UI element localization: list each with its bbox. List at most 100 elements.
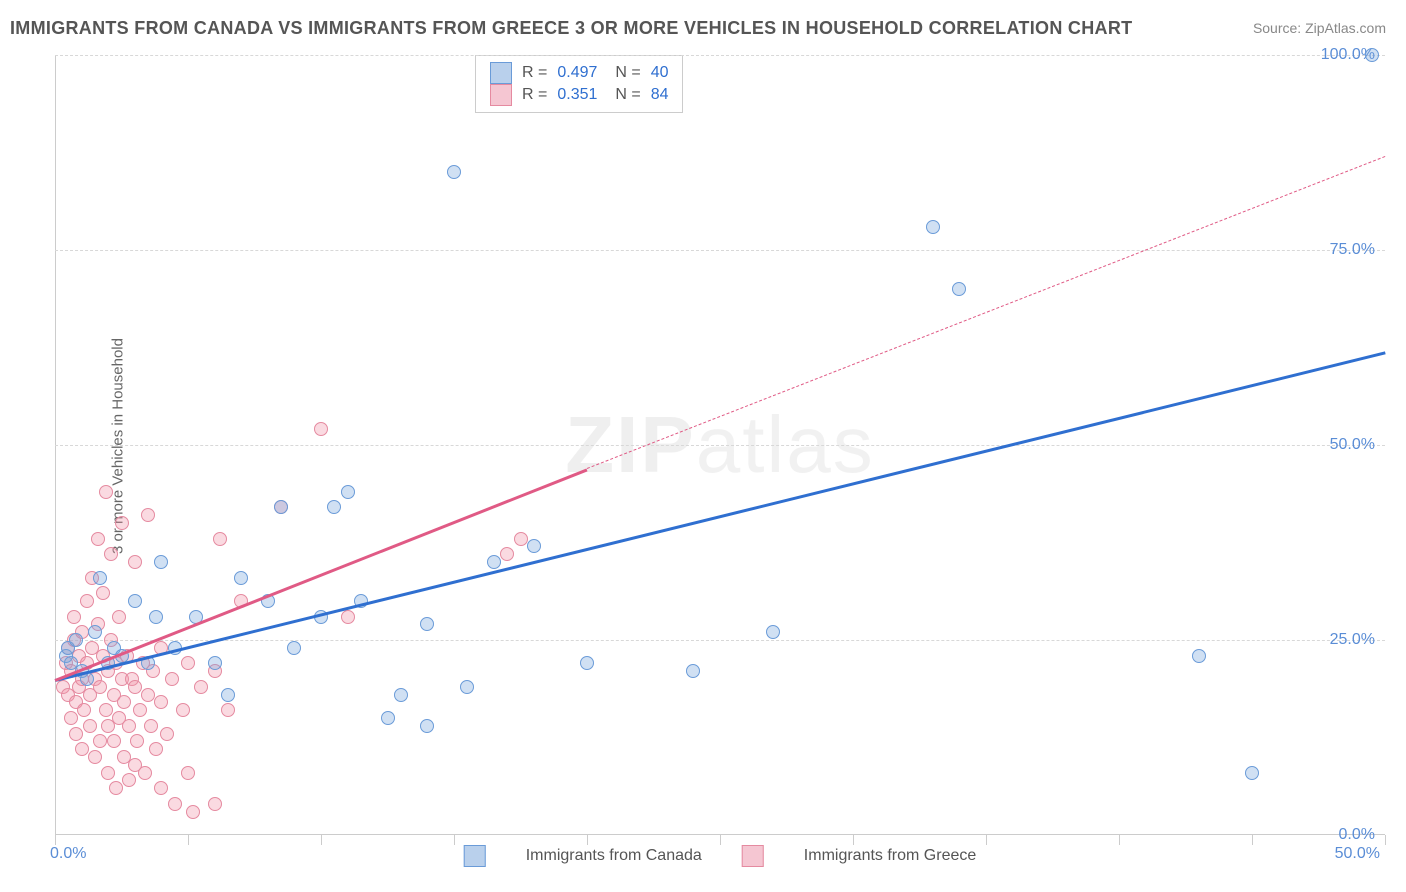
y-tick-label: 25.0% xyxy=(1330,631,1375,649)
x-tick-label: 50.0% xyxy=(1335,845,1380,863)
y-tick-label: 50.0% xyxy=(1330,436,1375,454)
data-point xyxy=(165,672,179,686)
data-point xyxy=(96,586,110,600)
plot-area: ZIPatlas R = 0.497 N = 40 R = 0.351 N = … xyxy=(55,55,1385,835)
x-tick xyxy=(188,835,189,845)
data-point xyxy=(101,766,115,780)
data-point xyxy=(69,633,83,647)
data-point xyxy=(287,641,301,655)
r-label: R = xyxy=(522,84,547,106)
data-point xyxy=(99,703,113,717)
gridline xyxy=(55,640,1385,641)
data-point xyxy=(122,719,136,733)
data-point xyxy=(141,688,155,702)
gridline xyxy=(55,250,1385,251)
data-point xyxy=(186,805,200,819)
data-point xyxy=(128,594,142,608)
data-point xyxy=(141,508,155,522)
data-point xyxy=(341,485,355,499)
data-point xyxy=(93,680,107,694)
n-value-greece: 84 xyxy=(651,84,669,106)
x-tick xyxy=(720,835,721,845)
data-point xyxy=(128,680,142,694)
data-point xyxy=(514,532,528,546)
data-point xyxy=(176,703,190,717)
swatch-greece xyxy=(490,84,512,106)
data-point xyxy=(952,282,966,296)
data-point xyxy=(766,625,780,639)
data-point xyxy=(487,555,501,569)
data-point xyxy=(107,734,121,748)
x-tick xyxy=(853,835,854,845)
series-legend: Immigrants from Canada Immigrants from G… xyxy=(464,845,977,867)
gridline xyxy=(55,55,1385,56)
data-point xyxy=(149,742,163,756)
data-point xyxy=(500,547,514,561)
data-point xyxy=(154,695,168,709)
data-point xyxy=(527,539,541,553)
source-label: Source: ZipAtlas.com xyxy=(1253,20,1386,36)
data-point xyxy=(69,727,83,741)
x-tick xyxy=(1385,835,1386,845)
data-point xyxy=(115,516,129,530)
x-tick xyxy=(587,835,588,845)
data-point xyxy=(144,719,158,733)
data-point xyxy=(112,610,126,624)
data-point xyxy=(149,610,163,624)
data-point xyxy=(221,703,235,717)
data-point xyxy=(420,719,434,733)
regression-line xyxy=(587,156,1385,469)
swatch-canada-icon xyxy=(464,845,486,867)
data-point xyxy=(181,766,195,780)
regression-line xyxy=(55,351,1386,681)
data-point xyxy=(128,555,142,569)
n-label: N = xyxy=(615,84,640,106)
data-point xyxy=(154,555,168,569)
data-point xyxy=(208,797,222,811)
data-point xyxy=(194,680,208,694)
legend-row-canada: R = 0.497 N = 40 xyxy=(490,62,668,84)
data-point xyxy=(77,703,91,717)
data-point xyxy=(580,656,594,670)
data-point xyxy=(181,656,195,670)
x-tick xyxy=(1119,835,1120,845)
y-tick-label: 75.0% xyxy=(1330,241,1375,259)
n-value-canada: 40 xyxy=(651,62,669,84)
legend-row-greece: R = 0.351 N = 84 xyxy=(490,84,668,106)
chart-container: IMMIGRANTS FROM CANADA VS IMMIGRANTS FRO… xyxy=(0,0,1406,892)
data-point xyxy=(130,734,144,748)
n-label: N = xyxy=(615,62,640,84)
legend-greece-label: Immigrants from Greece xyxy=(804,847,976,865)
r-value-canada: 0.497 xyxy=(557,62,605,84)
data-point xyxy=(133,703,147,717)
y-tick-label: 0.0% xyxy=(1339,826,1375,844)
data-point xyxy=(93,571,107,585)
data-point xyxy=(274,500,288,514)
data-point xyxy=(926,220,940,234)
data-point xyxy=(88,750,102,764)
x-tick xyxy=(55,835,56,845)
data-point xyxy=(381,711,395,725)
data-point xyxy=(447,165,461,179)
data-point xyxy=(394,688,408,702)
swatch-canada xyxy=(490,62,512,84)
x-tick xyxy=(1252,835,1253,845)
gridline xyxy=(55,445,1385,446)
data-point xyxy=(213,532,227,546)
r-value-greece: 0.351 xyxy=(557,84,605,106)
data-point xyxy=(314,422,328,436)
swatch-greece-icon xyxy=(742,845,764,867)
data-point xyxy=(93,734,107,748)
data-point xyxy=(154,781,168,795)
data-point xyxy=(80,594,94,608)
data-point xyxy=(88,625,102,639)
data-point xyxy=(1365,48,1379,62)
data-point xyxy=(83,719,97,733)
data-point xyxy=(327,500,341,514)
legend-canada-label: Immigrants from Canada xyxy=(526,847,702,865)
data-point xyxy=(91,532,105,546)
data-point xyxy=(138,766,152,780)
x-tick xyxy=(986,835,987,845)
data-point xyxy=(122,773,136,787)
x-tick xyxy=(454,835,455,845)
